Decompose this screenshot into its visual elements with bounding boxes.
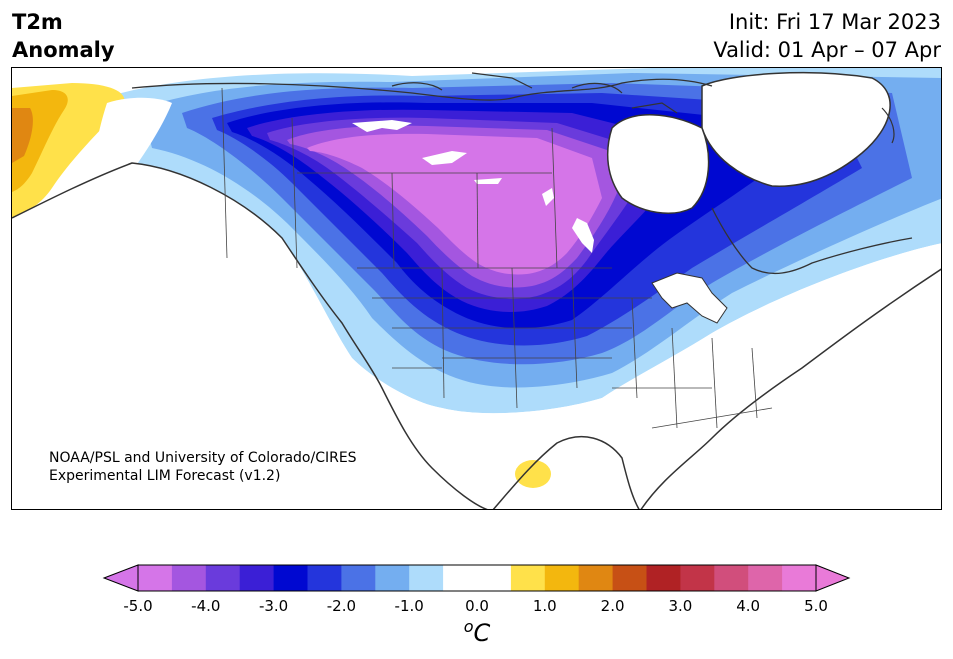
lake-athabasca bbox=[474, 178, 502, 184]
credit-line-2: Experimental LIM Forecast (v1.2) bbox=[49, 468, 281, 484]
colorbar-over-arrow bbox=[815, 564, 851, 592]
colorbar-tick-label: -2.0 bbox=[326, 597, 357, 615]
colorbar-under-arrow bbox=[102, 564, 139, 592]
neutral-alaska bbox=[94, 97, 172, 180]
unit-base: C bbox=[473, 619, 491, 647]
colorbar-swatch bbox=[646, 565, 681, 591]
neutral-southeast bbox=[404, 243, 941, 509]
colorbar-swatch bbox=[612, 565, 647, 591]
colorbar-unit: oC bbox=[455, 617, 499, 647]
colorbar-swatch bbox=[443, 565, 478, 591]
colorbar-swatch bbox=[273, 565, 308, 591]
lake-winnipeg bbox=[572, 218, 594, 253]
map-canvas bbox=[12, 68, 941, 509]
colorbar-swatch bbox=[544, 565, 580, 591]
credit-line-1: NOAA/PSL and University of Colorado/CIRE… bbox=[49, 450, 357, 466]
valid-range: Valid: 01 Apr – 07 Apr bbox=[713, 38, 941, 62]
coastline-arctic bbox=[131, 78, 713, 101]
colorbar-swatch bbox=[138, 565, 173, 591]
warm-blob-mexico bbox=[515, 460, 551, 488]
colorbar-swatch bbox=[171, 565, 207, 591]
coastline-gulf bbox=[492, 435, 640, 509]
colorbar-swatch bbox=[782, 565, 817, 591]
colorbar-tick-label: 5.0 bbox=[804, 597, 828, 615]
title-block-right: Init: Fri 17 Mar 2023 Valid: 01 Apr – 07… bbox=[541, 8, 941, 64]
colorbar-swatch bbox=[375, 565, 410, 591]
greenland bbox=[701, 71, 891, 187]
great-lakes bbox=[651, 272, 728, 324]
colorbar-swatch bbox=[239, 565, 275, 591]
anomaly-map bbox=[11, 67, 942, 510]
colorbar-swatch bbox=[205, 565, 241, 591]
colorbar-tick-label: 2.0 bbox=[600, 597, 625, 615]
arctic-islands bbox=[391, 72, 895, 144]
init-date: Init: Fri 17 Mar 2023 bbox=[728, 10, 941, 34]
credit-text: NOAA/PSL and University of Colorado/CIRE… bbox=[49, 449, 357, 485]
colorbar-swatch bbox=[510, 565, 546, 591]
hudson-bay bbox=[606, 114, 710, 214]
colorbar-tick-label: -3.0 bbox=[258, 597, 289, 615]
colorbar-swatch bbox=[307, 565, 342, 591]
colorbar-swatch bbox=[714, 565, 749, 591]
colorbar-swatch bbox=[578, 565, 614, 591]
colorbar bbox=[0, 560, 953, 659]
colorbar-swatch bbox=[341, 565, 376, 591]
colorbar-tick-label: 1.0 bbox=[532, 597, 557, 615]
variable-title: T2m bbox=[12, 10, 63, 34]
lake-great-bear bbox=[352, 120, 412, 132]
colorbar-tick-label: -1.0 bbox=[394, 597, 424, 615]
colorbar-swatches bbox=[102, 564, 851, 592]
colorbar-swatch bbox=[680, 565, 715, 591]
neutral-southwest bbox=[12, 163, 442, 509]
colorbar-swatch bbox=[748, 565, 783, 591]
title-block-left: T2m Anomaly bbox=[12, 8, 212, 64]
unit-superscript: o bbox=[463, 617, 474, 636]
coastline-labrador bbox=[711, 207, 913, 275]
colorbar-tick-label: 4.0 bbox=[736, 597, 761, 615]
coastline-west bbox=[12, 162, 488, 509]
colorbar-tick-label: 3.0 bbox=[668, 597, 693, 615]
colorbar-swatch bbox=[477, 565, 512, 591]
political-borders bbox=[221, 87, 773, 429]
lake-great-slave bbox=[422, 151, 467, 165]
colorbar-tick-label: 0.0 bbox=[465, 597, 489, 615]
coastline-east bbox=[640, 268, 941, 509]
colorbar-tick-label: -5.0 bbox=[123, 597, 153, 615]
variable-subtitle: Anomaly bbox=[12, 38, 115, 62]
colorbar-border bbox=[137, 564, 817, 592]
colorbar-tick-label: -4.0 bbox=[191, 597, 221, 615]
colorbar-swatch bbox=[409, 565, 444, 591]
lake-reindeer bbox=[542, 188, 554, 206]
contour-neg-4-5 bbox=[307, 133, 602, 275]
contour-pos-west-3 bbox=[12, 108, 33, 163]
